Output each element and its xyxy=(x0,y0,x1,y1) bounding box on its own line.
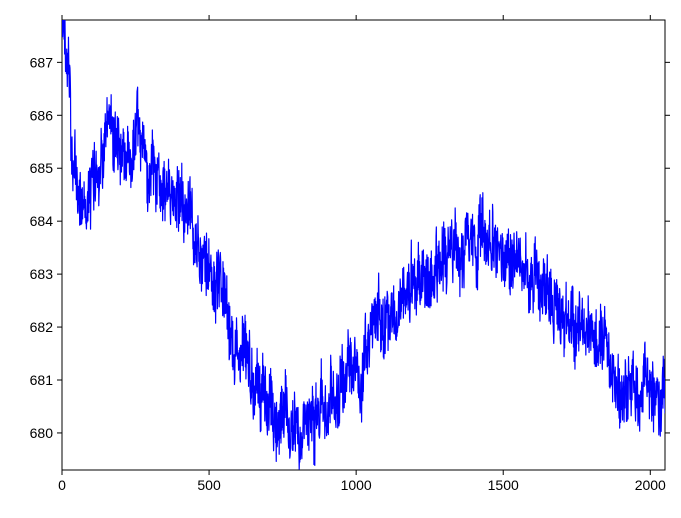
y-tick-label: 684 xyxy=(30,213,54,229)
x-tick-label: 1000 xyxy=(341,477,372,493)
y-tick-label: 682 xyxy=(30,319,54,335)
y-tick-label: 681 xyxy=(30,372,54,388)
y-tick-label: 685 xyxy=(30,160,54,176)
x-tick-label: 1500 xyxy=(488,477,519,493)
chart-container: 0 500 1000 1500 2000 680 681 682 683 684 685 686 687 xyxy=(0,0,681,518)
y-tick-label: 686 xyxy=(30,107,54,123)
x-tick-label: 0 xyxy=(58,477,66,493)
x-tick-label: 2000 xyxy=(635,477,666,493)
line-chart: 0 500 1000 1500 2000 680 681 682 683 684 685 686 687 xyxy=(0,0,681,518)
y-tick-label: 680 xyxy=(30,425,54,441)
y-tick-label: 683 xyxy=(30,266,54,282)
x-tick-label: 500 xyxy=(197,477,221,493)
y-tick-label: 687 xyxy=(30,54,54,70)
